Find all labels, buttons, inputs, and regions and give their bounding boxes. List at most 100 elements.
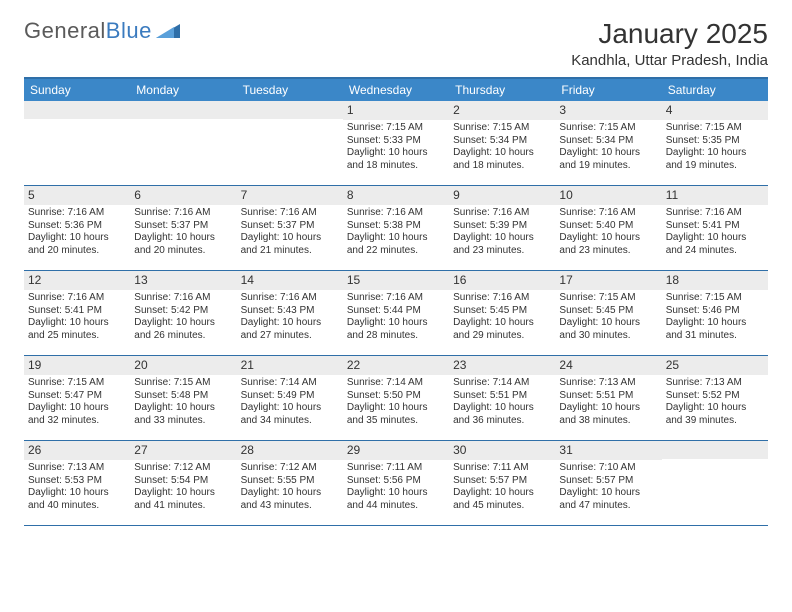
day-info-line: Daylight: 10 hours and 27 minutes. (241, 317, 339, 342)
day-info-line: Sunset: 5:44 PM (347, 305, 445, 318)
calendar-cell: 20Sunrise: 7:15 AMSunset: 5:48 PMDayligh… (130, 356, 236, 440)
calendar-cell: 24Sunrise: 7:13 AMSunset: 5:51 PMDayligh… (555, 356, 661, 440)
calendar-cell: 1Sunrise: 7:15 AMSunset: 5:33 PMDaylight… (343, 101, 449, 185)
day-info-line: Daylight: 10 hours and 24 minutes. (666, 232, 764, 257)
day-number: 30 (449, 441, 555, 460)
day-info-line: Sunset: 5:54 PM (134, 475, 232, 488)
day-number: 2 (449, 101, 555, 120)
day-info-line: Sunrise: 7:10 AM (559, 462, 657, 475)
day-number: 9 (449, 186, 555, 205)
day-info-line: Daylight: 10 hours and 22 minutes. (347, 232, 445, 257)
calendar-page: GeneralBlue January 2025 Kandhla, Uttar … (0, 0, 792, 536)
day-number (24, 101, 130, 119)
day-info-line: Daylight: 10 hours and 36 minutes. (453, 402, 551, 427)
logo-text-1: General (24, 18, 106, 44)
day-header: Thursday (449, 79, 555, 101)
day-header: Wednesday (343, 79, 449, 101)
day-info-line: Sunrise: 7:16 AM (134, 292, 232, 305)
calendar-cell-empty (24, 101, 130, 185)
day-info-line: Daylight: 10 hours and 41 minutes. (134, 487, 232, 512)
day-info-line: Sunrise: 7:12 AM (241, 462, 339, 475)
day-info-line: Sunrise: 7:16 AM (453, 207, 551, 220)
calendar-cell: 25Sunrise: 7:13 AMSunset: 5:52 PMDayligh… (662, 356, 768, 440)
day-info-line: Sunrise: 7:15 AM (453, 122, 551, 135)
day-info-line: Daylight: 10 hours and 47 minutes. (559, 487, 657, 512)
day-info-line: Sunset: 5:43 PM (241, 305, 339, 318)
day-number: 7 (237, 186, 343, 205)
day-info-line: Sunrise: 7:16 AM (453, 292, 551, 305)
weeks-container: 1 Sunrise: 7:15 AM Sunset: 5:33 PM Daylight… (24, 101, 768, 526)
day-info-line: Daylight: 10 hours and 31 minutes. (666, 317, 764, 342)
day-info-line: Sunrise: 7:16 AM (241, 292, 339, 305)
day-info-line: Sunrise: 7:15 AM (666, 292, 764, 305)
day-info-line: Daylight: 10 hours and 19 minutes. (666, 147, 764, 172)
day-header: Saturday (662, 79, 768, 101)
calendar-cell-empty (662, 441, 768, 525)
calendar-cell: 28Sunrise: 7:12 AMSunset: 5:55 PMDayligh… (237, 441, 343, 525)
day-number: 18 (662, 271, 768, 290)
day-info-line: Daylight: 10 hours and 32 minutes. (28, 402, 126, 427)
day-number: 1 (343, 101, 449, 120)
day-info-line: Sunrise: 7:14 AM (241, 377, 339, 390)
day-header: Sunday (24, 79, 130, 101)
day-number: 19 (24, 356, 130, 375)
day-info-line: Daylight: 10 hours and 45 minutes. (453, 487, 551, 512)
day-info-line: Sunset: 5:51 PM (559, 390, 657, 403)
day-info-line: Sunset: 5:49 PM (241, 390, 339, 403)
day-info-line: Daylight: 10 hours and 30 minutes. (559, 317, 657, 342)
location-subtitle: Kandhla, Uttar Pradesh, India (571, 52, 768, 69)
day-number: 11 (662, 186, 768, 205)
calendar-cell: 30 Sunrise: 7:11 AMSunset: 5:57 PMDayligh… (449, 441, 555, 525)
day-info-line: Daylight: 10 hours and 33 minutes. (134, 402, 232, 427)
calendar-cell-empty (237, 101, 343, 185)
calendar-cell: 16 Sunrise: 7:16 AMSunset: 5:45 PMDayligh… (449, 271, 555, 355)
day-info-line: Sunrise: 7:12 AM (134, 462, 232, 475)
calendar-cell: 19Sunrise: 7:15 AMSunset: 5:47 PMDayligh… (24, 356, 130, 440)
day-number: 5 (24, 186, 130, 205)
calendar-cell: 21Sunrise: 7:14 AMSunset: 5:49 PMDayligh… (237, 356, 343, 440)
calendar-cell: 31Sunrise: 7:10 AMSunset: 5:57 PMDayligh… (555, 441, 661, 525)
day-info-line: Sunset: 5:41 PM (666, 220, 764, 233)
day-info-line: Sunset: 5:46 PM (666, 305, 764, 318)
day-info-line: Sunrise: 7:16 AM (666, 207, 764, 220)
day-info-line: Daylight: 10 hours and 28 minutes. (347, 317, 445, 342)
day-info-line: Sunset: 5:51 PM (453, 390, 551, 403)
week-row: 26Sunrise: 7:13 AMSunset: 5:53 PMDayligh… (24, 441, 768, 526)
day-info-line: Sunrise: 7:16 AM (134, 207, 232, 220)
day-number (662, 441, 768, 459)
day-number: 8 (343, 186, 449, 205)
calendar-cell: 15Sunrise: 7:16 AMSunset: 5:44 PMDayligh… (343, 271, 449, 355)
day-info-line: Daylight: 10 hours and 34 minutes. (241, 402, 339, 427)
day-number: 27 (130, 441, 236, 460)
day-info-line: Sunrise: 7:15 AM (28, 377, 126, 390)
calendar-grid: SundayMondayTuesdayWednesdayThursdayFrid… (24, 77, 768, 526)
day-info-line: Sunset: 5:40 PM (559, 220, 657, 233)
day-info-line: Sunrise: 7:15 AM (559, 122, 657, 135)
day-number: 13 (130, 271, 236, 290)
calendar-cell: 5Sunrise: 7:16 AMSunset: 5:36 PMDaylight… (24, 186, 130, 270)
day-info-line: Sunset: 5:57 PM (453, 475, 551, 488)
day-number: 16 (449, 271, 555, 290)
day-info-line: Sunset: 5:34 PM (559, 135, 657, 148)
day-info-line: Sunrise: 7:11 AM (453, 462, 551, 475)
day-info-line: Sunset: 5:33 PM (347, 135, 445, 148)
week-row: 12Sunrise: 7:16 AMSunset: 5:41 PMDayligh… (24, 271, 768, 356)
day-info-line: Sunrise: 7:13 AM (666, 377, 764, 390)
day-info-line: Daylight: 10 hours and 18 minutes. (453, 147, 551, 172)
day-info-line: Daylight: 10 hours and 39 minutes. (666, 402, 764, 427)
day-info-line: Sunset: 5:42 PM (134, 305, 232, 318)
day-info-line: Sunset: 5:55 PM (241, 475, 339, 488)
day-info-line: Sunrise: 7:16 AM (347, 292, 445, 305)
day-info-line: Sunset: 5:56 PM (347, 475, 445, 488)
calendar-cell: 26Sunrise: 7:13 AMSunset: 5:53 PMDayligh… (24, 441, 130, 525)
day-number: 3 (555, 101, 661, 120)
week-row: 1 Sunrise: 7:15 AM Sunset: 5:33 PM Daylight… (24, 101, 768, 186)
day-info-line: Sunrise: 7:13 AM (559, 377, 657, 390)
day-info-line: Sunset: 5:45 PM (453, 305, 551, 318)
day-info-line: Sunrise: 7:14 AM (453, 377, 551, 390)
day-number: 31 (555, 441, 661, 460)
day-info-line: Daylight: 10 hours and 29 minutes. (453, 317, 551, 342)
day-number: 28 (237, 441, 343, 460)
day-info-line: Sunrise: 7:15 AM (559, 292, 657, 305)
day-info-line: Sunset: 5:36 PM (28, 220, 126, 233)
